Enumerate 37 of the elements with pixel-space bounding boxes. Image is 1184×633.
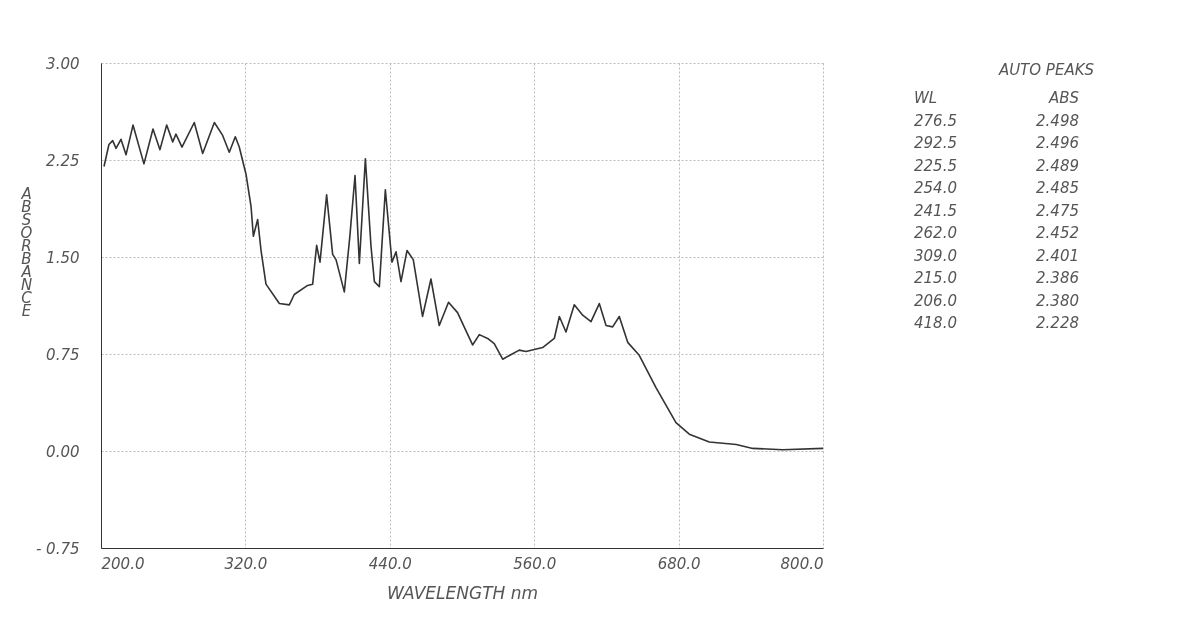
- text: 309.0: [914, 246, 957, 265]
- x-tick-label: 200.0: [101, 554, 145, 573]
- text: 2.452: [1036, 224, 1079, 242]
- x-tick-label: 680.0: [657, 554, 701, 573]
- text: 2.386: [1036, 269, 1079, 287]
- text: 2.489: [1036, 156, 1079, 175]
- x-tick-label: 320.0: [224, 554, 268, 573]
- text: 254.0: [914, 179, 957, 197]
- text: 2.498: [1036, 111, 1079, 130]
- text: 262.0: [914, 224, 957, 242]
- text: 292.5: [914, 134, 957, 152]
- text: 206.0: [914, 291, 957, 310]
- text: ABS: [1047, 89, 1080, 107]
- text: 215.0: [914, 269, 957, 287]
- x-axis-title: WAVELENGTH nm: [386, 582, 539, 603]
- text: AUTO PEAKS: [997, 61, 1095, 79]
- text: 2.380: [1036, 291, 1079, 310]
- text: 2.475: [1036, 201, 1079, 220]
- text: 2.496: [1036, 134, 1079, 152]
- text: 225.5: [914, 156, 957, 175]
- text: ABSORBANCE: [20, 184, 33, 320]
- x-tick-label: 440.0: [368, 554, 412, 573]
- y-tick-label: 0.75: [46, 345, 80, 364]
- text: 2.401: [1036, 246, 1079, 265]
- text: 241.5: [914, 201, 957, 220]
- y-tick-label: 2.25: [46, 151, 80, 170]
- y-tick-label: - 0.75: [35, 539, 80, 558]
- y-tick-label: 0.00: [46, 442, 80, 461]
- text: 2.228: [1036, 314, 1079, 332]
- x-tick-label: 560.0: [513, 554, 557, 573]
- x-tick-label: 800.0: [780, 554, 824, 573]
- text: 276.5: [914, 111, 957, 130]
- text: 2.485: [1036, 179, 1079, 197]
- text: WL: [914, 89, 938, 107]
- text: 418.0: [914, 314, 957, 332]
- y-tick-label: 3.00: [46, 54, 80, 73]
- y-tick-label: 1.50: [46, 248, 80, 267]
